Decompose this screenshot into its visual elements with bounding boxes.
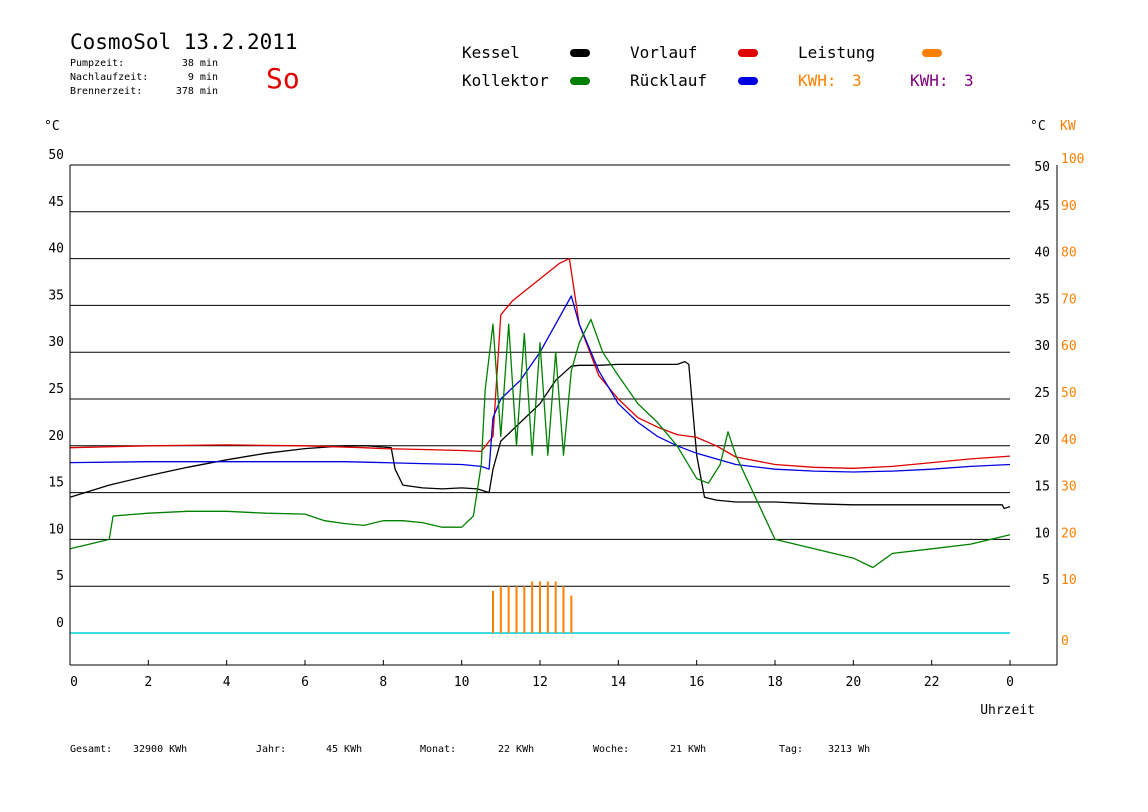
footer-tag-value: 3213 Wh: [828, 744, 871, 755]
x-tick-label: 12: [532, 675, 548, 690]
page-title: CosmoSol 13.2.2011: [70, 30, 298, 54]
x-tick-label: 16: [689, 675, 705, 690]
y-tick-label-left: 15: [48, 476, 64, 491]
x-tick-label: 0: [1006, 675, 1014, 690]
x-tick-label: 0: [70, 675, 78, 690]
legend-kollektor-label: Kollektor: [462, 71, 549, 90]
y2-tick-label-kw: 30: [1061, 480, 1077, 495]
y-tick-label-right: 30: [1034, 339, 1050, 354]
y2-tick-label-kw: 70: [1061, 292, 1077, 307]
legend-kwh-orange-value: 3: [852, 71, 862, 90]
legend-vorlauf-label: Vorlauf: [630, 43, 698, 62]
x-axis-label: Uhrzeit: [980, 703, 1035, 718]
weekday-label: So: [266, 62, 300, 95]
legend-kessel-label: Kessel: [462, 43, 520, 62]
x-tick-label: 6: [301, 675, 309, 690]
y2-tick-label-kw: 20: [1061, 526, 1077, 541]
legend-vorlauf-swatch: [738, 49, 758, 57]
y-tick-label-left: 20: [48, 429, 64, 444]
y-tick-label-right: 40: [1034, 246, 1050, 261]
footer-jahr-value: 45 KWh: [326, 744, 363, 755]
y-axis-unit-right-celsius: °C: [1030, 119, 1046, 134]
legend-ruecklauf-label: Rücklauf: [630, 71, 708, 90]
series-line-vorlauf: [69, 257, 1011, 469]
x-tick-label: 2: [144, 675, 152, 690]
stat-value-brennerzeit: 378 min: [175, 86, 218, 97]
footer-gesamt-label: Gesamt:: [70, 744, 113, 755]
footer-tag-label: Tag:: [779, 744, 804, 755]
y2-tick-label-kw: 10: [1061, 573, 1077, 588]
y-tick-label-left: 35: [48, 288, 64, 303]
y2-tick-label-kw: 60: [1061, 339, 1077, 354]
legend-kwh-purple-label: KWH:: [910, 71, 949, 90]
footer-woche-label: Woche:: [593, 744, 630, 755]
y2-tick-label-kw: 80: [1061, 246, 1077, 261]
stat-value-pumpzeit: 38 min: [181, 58, 218, 69]
stat-value-nachlaufzeit: 9 min: [187, 72, 218, 83]
series-line-kessel: [69, 360, 1011, 510]
series-line-kollektor: [69, 318, 1011, 569]
y-tick-label-right: 15: [1034, 480, 1050, 495]
y-axis-unit-right-kw: KW: [1060, 119, 1076, 134]
legend-kessel-swatch: [570, 49, 590, 57]
stat-label-brennerzeit: Brennerzeit:: [70, 86, 143, 97]
footer-gesamt-value: 32900 KWh: [133, 744, 188, 755]
legend-leistung-swatch: [922, 49, 942, 57]
y-tick-label-right: 20: [1034, 433, 1050, 448]
y-tick-label-right: 25: [1034, 386, 1050, 401]
y2-tick-label-kw: 50: [1061, 386, 1077, 401]
legend-ruecklauf-swatch: [738, 77, 758, 85]
legend-kollektor-swatch: [570, 77, 590, 85]
y-tick-label-right: 50: [1034, 160, 1050, 175]
x-tick-label: 4: [223, 675, 231, 690]
x-tick-label: 14: [611, 675, 627, 690]
footer-monat-value: 22 KWh: [498, 744, 535, 755]
legend-leistung-label: Leistung: [798, 43, 876, 62]
y-tick-label-left: 10: [48, 522, 64, 537]
legend-kwh-purple-value: 3: [964, 71, 974, 90]
x-tick-label: 22: [924, 675, 940, 690]
y-tick-label-left: 5: [56, 569, 64, 584]
x-tick-label: 8: [379, 675, 387, 690]
y-tick-label-right: 35: [1034, 292, 1050, 307]
y2-tick-label-kw: 100: [1061, 152, 1084, 167]
y-tick-label-left: 30: [48, 335, 64, 350]
y2-tick-label-kw: 0: [1061, 634, 1069, 649]
y-tick-label-left: 45: [48, 195, 64, 210]
x-tick-label: 20: [846, 675, 862, 690]
y-tick-label-left: 50: [48, 148, 64, 163]
legend-kwh-orange-label: KWH:: [798, 71, 837, 90]
y2-tick-label-kw: 40: [1061, 433, 1077, 448]
x-tick-label: 18: [767, 675, 783, 690]
y-axis-unit-left: °C: [44, 119, 60, 134]
footer-woche-value: 21 KWh: [670, 744, 707, 755]
stat-label-pumpzeit: Pumpzeit:: [70, 58, 125, 69]
series-line-ruecklauf: [69, 295, 1011, 473]
y-tick-label-left: 25: [48, 382, 64, 397]
y-tick-label-right: 45: [1034, 199, 1050, 214]
y2-tick-label-kw: 90: [1061, 199, 1077, 214]
y-tick-label-left: 40: [48, 242, 64, 257]
footer-jahr-label: Jahr:: [256, 744, 287, 755]
x-tick-label: 10: [454, 675, 470, 690]
y-tick-label-right: 5: [1042, 573, 1050, 588]
y-tick-label-right: 10: [1034, 526, 1050, 541]
stat-label-nachlaufzeit: Nachlaufzeit:: [70, 72, 149, 83]
footer-monat-label: Monat:: [420, 744, 457, 755]
y-tick-label-left: 0: [56, 616, 64, 631]
